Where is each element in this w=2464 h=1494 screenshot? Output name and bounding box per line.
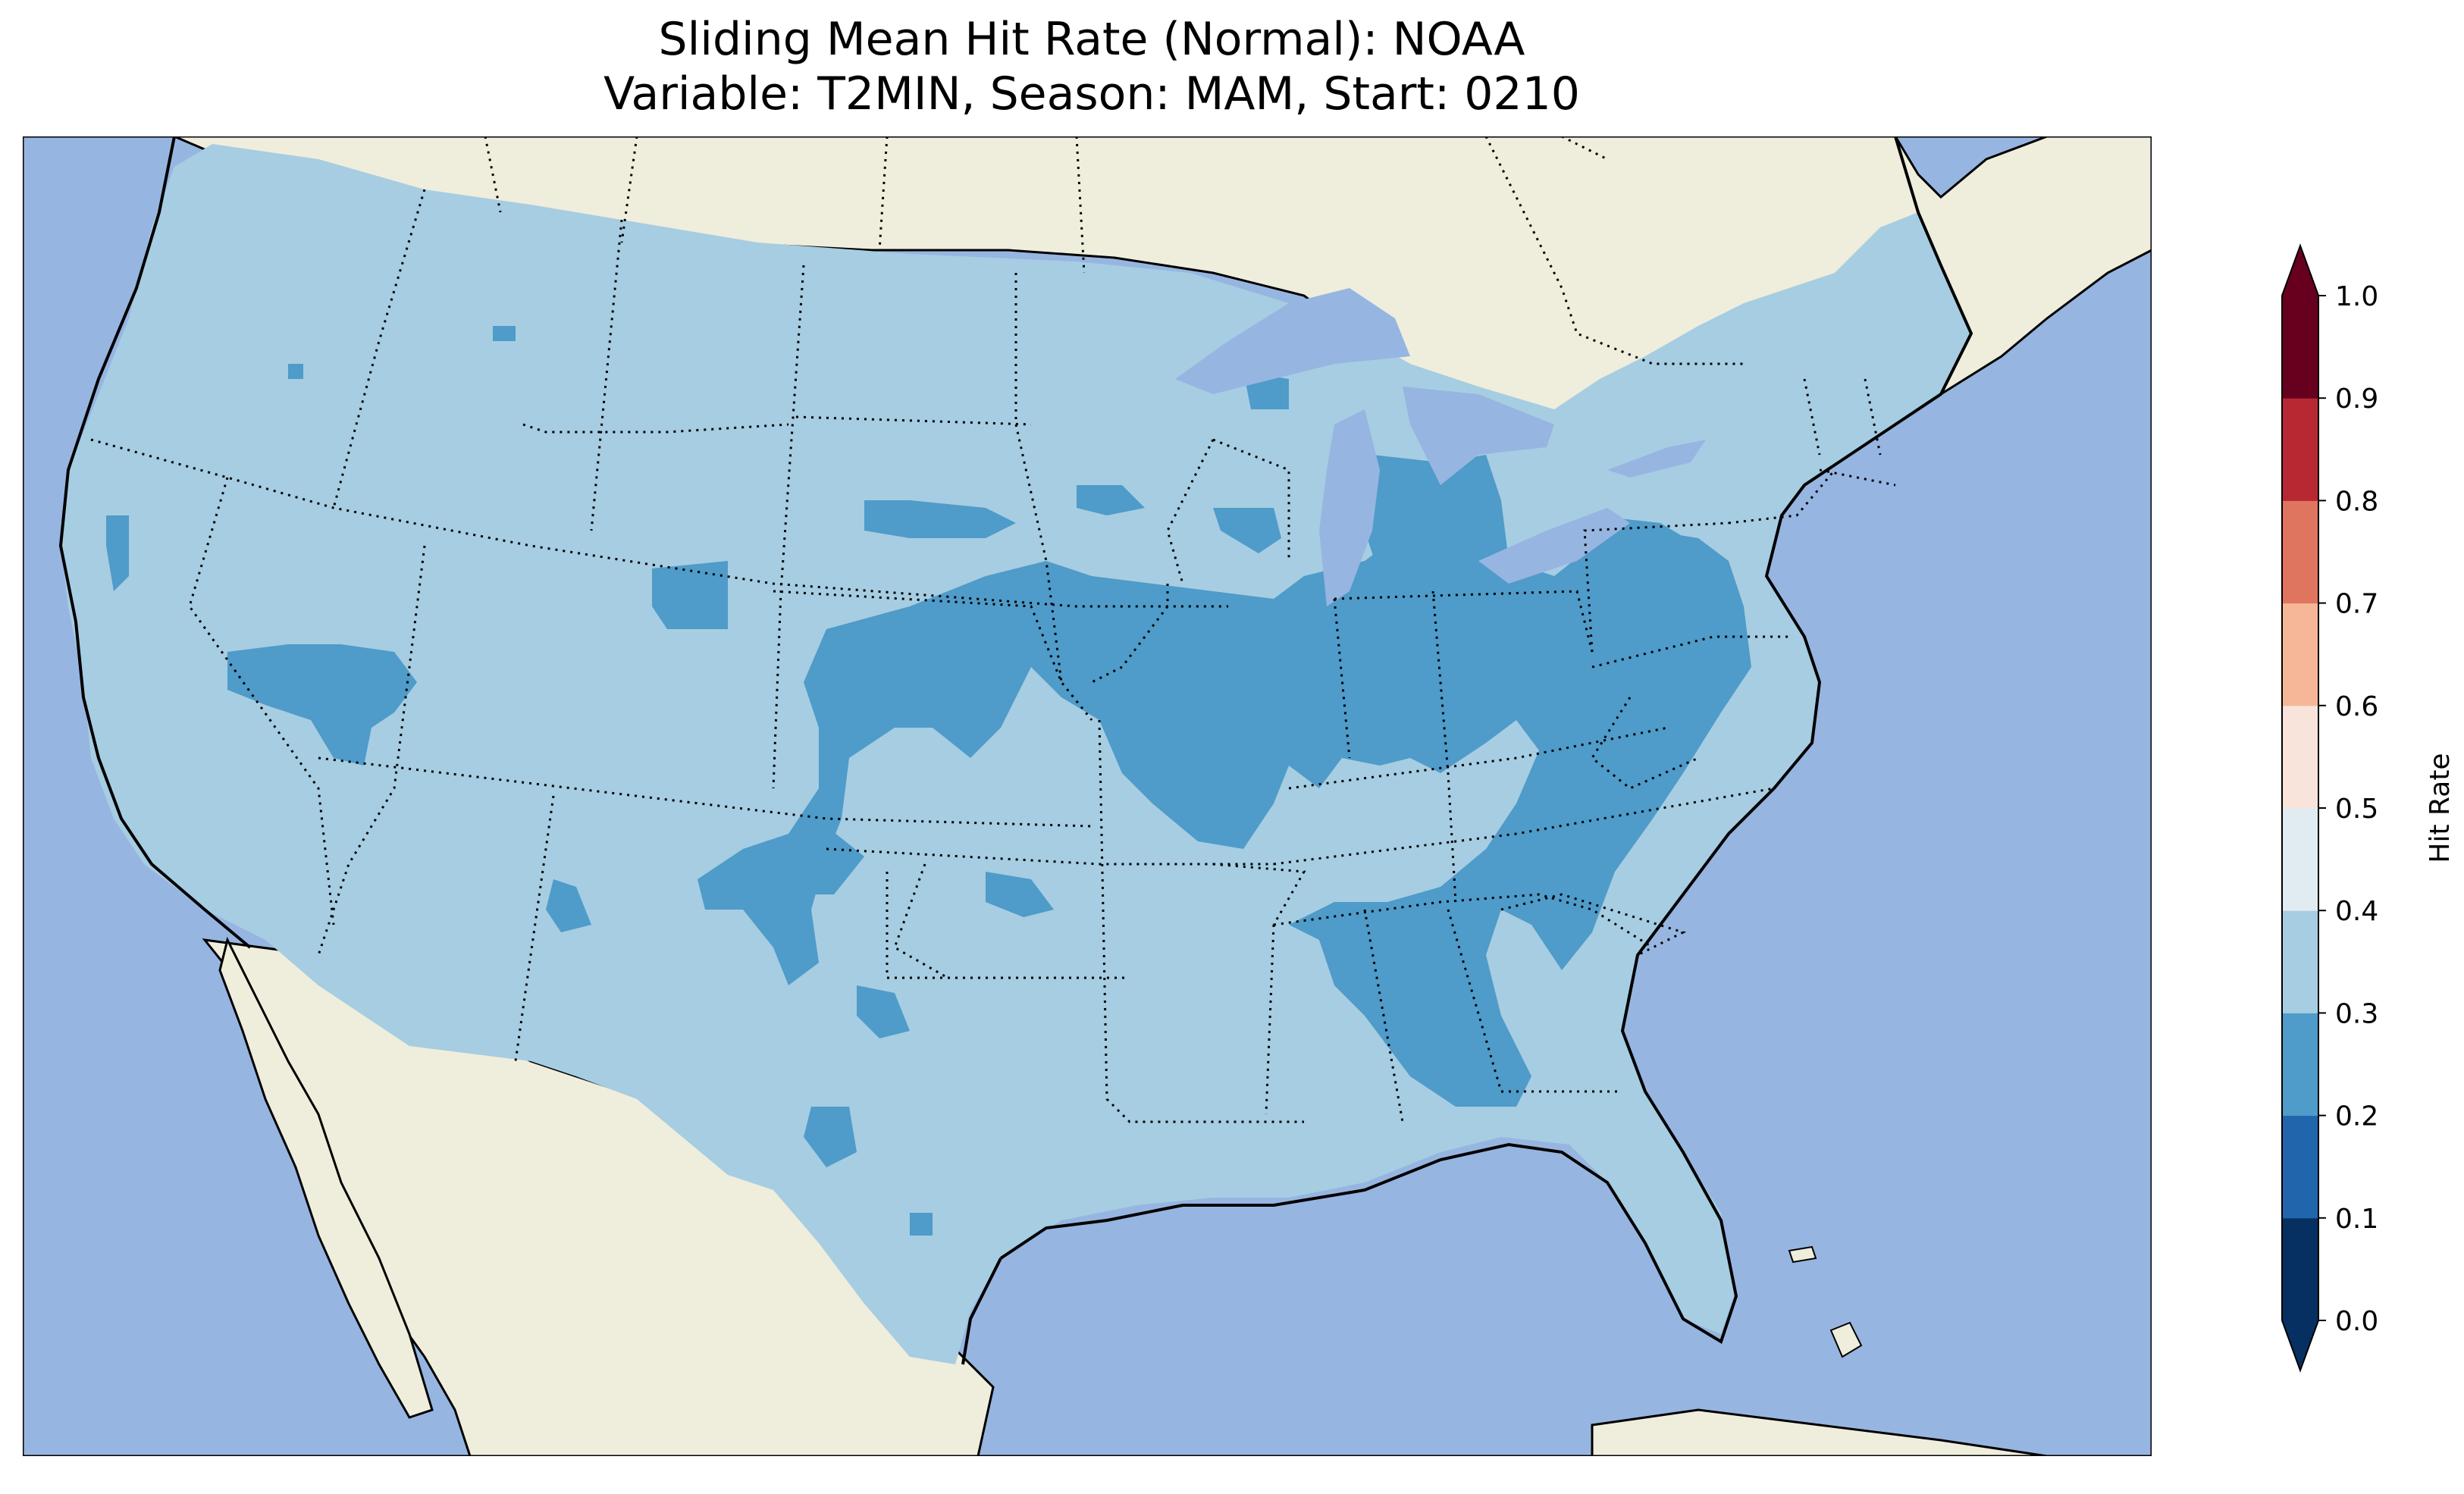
colorbar-bin-0.8-0.9 (2282, 398, 2318, 501)
title-line-1: Sliding Mean Hit Rate (Normal): NOAA (658, 13, 1525, 66)
title-line-2: Variable: T2MIN, Season: MAM, Start: 021… (603, 67, 1580, 121)
state-borders (90, 189, 1896, 1123)
colorbar-bin-0.6-0.7 (2282, 603, 2318, 706)
canada-province-borders (484, 136, 1744, 365)
colorbar-bin-0.7-0.8 (2282, 500, 2318, 604)
cuba-land (1591, 1408, 2048, 1456)
colorbar-tick-label: 0.0 (2335, 1306, 2378, 1337)
colorbar-tick-label: 0.9 (2335, 384, 2378, 415)
bahamas-land (1788, 1245, 1863, 1358)
great-lakes (1175, 288, 1706, 606)
colorbar: 0.0 0.1 0.2 0.3 0.4 0.5 0.6 0.7 0.8 0.9 1.0 Hit Rat… (2281, 243, 2456, 1373)
colorbar-tick-label: 0.1 (2335, 1204, 2378, 1235)
coastline (58, 136, 1973, 1365)
colorbar-tick-label: 0.6 (2335, 691, 2378, 722)
colorbar-bin-0.4-0.5 (2282, 808, 2318, 911)
colorbar-label: Hit Rate (2425, 753, 2456, 863)
baja-land (218, 936, 434, 1419)
colorbar-tick-label: 0.7 (2335, 589, 2378, 620)
colorbar-bin-0.9-1 (2282, 296, 2318, 399)
colorbar-bin-0.1-0.2 (2282, 1115, 2318, 1219)
colorbar-bin-0-0.1 (2282, 1217, 2318, 1321)
colorbar-tick-label: 0.8 (2335, 486, 2378, 517)
colorbar-extend-max (2282, 246, 2318, 296)
colorbar-tick-label: 0.2 (2335, 1101, 2378, 1132)
colorbar-bin-0.2-0.3 (2282, 1013, 2318, 1117)
colorbar-tick-label: 0.4 (2335, 896, 2378, 927)
colorbar-tick-label: 1.0 (2335, 281, 2378, 312)
colorbar-tick-label: 0.5 (2335, 794, 2378, 825)
colorbar-tick-label: 0.3 (2335, 998, 2378, 1029)
colorbar-extend-min (2282, 1320, 2318, 1370)
colorbar-bin-0.3-0.4 (2282, 910, 2318, 1013)
colorbar-bin-0.5-0.6 (2282, 705, 2318, 809)
